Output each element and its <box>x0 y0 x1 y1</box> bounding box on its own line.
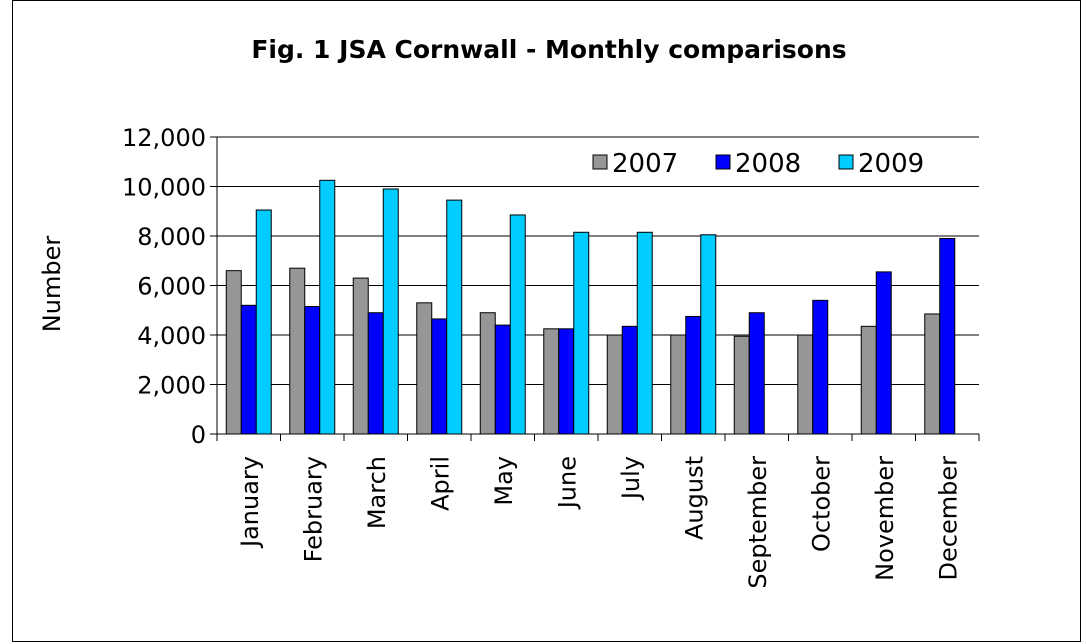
gridlines <box>217 136 979 385</box>
bar-2007-june <box>543 328 560 435</box>
bar-2008-may <box>494 324 511 435</box>
bar-2008-november <box>875 271 892 435</box>
x-tick-label: October <box>807 456 835 552</box>
x-tick-label: December <box>934 456 962 581</box>
y-tick-label: 12,000 <box>122 124 206 152</box>
legend-box <box>585 141 963 185</box>
bar-2008-june <box>558 328 575 435</box>
bar-2008-february <box>304 306 321 435</box>
x-tick-label: March <box>363 456 391 529</box>
bar-2009-august <box>700 234 717 435</box>
legend-swatch-2007 <box>592 154 608 170</box>
bar-2007-october <box>797 334 814 435</box>
bar-2009-july <box>636 231 653 435</box>
chart-svg: Fig. 1 JSA Cornwall - Monthly comparison… <box>38 35 980 589</box>
y-tick-label: 0 <box>191 421 206 449</box>
x-tick-label: September <box>744 456 772 589</box>
x-tick-label: May <box>490 456 518 506</box>
x-tick-label: June <box>553 456 581 510</box>
x-tick-label: July <box>617 456 645 501</box>
y-tick-label: 8,000 <box>137 223 206 251</box>
bar-2007-july <box>606 334 623 435</box>
bar-2009-january <box>255 209 272 435</box>
bar-2007-march <box>352 277 369 435</box>
y-tick-label: 4,000 <box>137 322 206 350</box>
y-tick-label: 2,000 <box>137 372 206 400</box>
bar-2009-april <box>446 199 463 435</box>
x-tick-label: November <box>871 456 899 581</box>
bar-2008-september <box>748 312 765 435</box>
y-axis-label: Number <box>38 236 66 333</box>
y-tick-label: 10,000 <box>122 174 206 202</box>
bar-2007-august <box>670 334 687 435</box>
bar-2007-november <box>860 325 877 435</box>
bar-2007-february <box>289 267 306 435</box>
x-tick-label: February <box>299 456 327 562</box>
bar-2009-june <box>573 231 590 435</box>
axes <box>210 136 980 441</box>
legend: 2007 2008 2009 <box>585 141 963 185</box>
bar-2007-may <box>479 312 496 435</box>
bar-2009-march <box>382 188 399 435</box>
bar-2008-october <box>812 299 829 435</box>
bar-2007-september <box>733 335 750 435</box>
legend-swatch-2008 <box>715 154 731 170</box>
legend-swatch-2009 <box>838 154 854 170</box>
bar-2009-may <box>509 214 526 435</box>
bar-2007-april <box>416 302 433 435</box>
bar-2007-january <box>225 270 242 435</box>
bar-2008-january <box>240 304 257 435</box>
legend-label-2008: 2008 <box>735 149 801 179</box>
bar-2008-march <box>367 312 384 435</box>
x-tick-label: April <box>426 456 454 511</box>
chart-frame: Fig. 1 JSA Cornwall - Monthly comparison… <box>12 0 1081 642</box>
bar-2008-december <box>939 237 956 435</box>
x-tick-label: August <box>680 456 708 540</box>
x-tick-label: January <box>236 456 264 549</box>
bars <box>225 179 956 435</box>
y-tick-label: 6,000 <box>137 273 206 301</box>
bar-2009-february <box>319 179 336 435</box>
bar-2007-december <box>924 313 941 435</box>
legend-label-2007: 2007 <box>612 149 678 179</box>
axis-tick-labels: 0 2,000 4,000 6,000 8,000 10,000 12,000 January… <box>122 124 962 589</box>
bar-2008-april <box>431 318 448 435</box>
legend-label-2009: 2009 <box>858 149 924 179</box>
bar-2008-july <box>621 325 638 435</box>
chart-title: Fig. 1 JSA Cornwall - Monthly comparison… <box>251 35 846 64</box>
bar-2008-august <box>685 315 702 435</box>
